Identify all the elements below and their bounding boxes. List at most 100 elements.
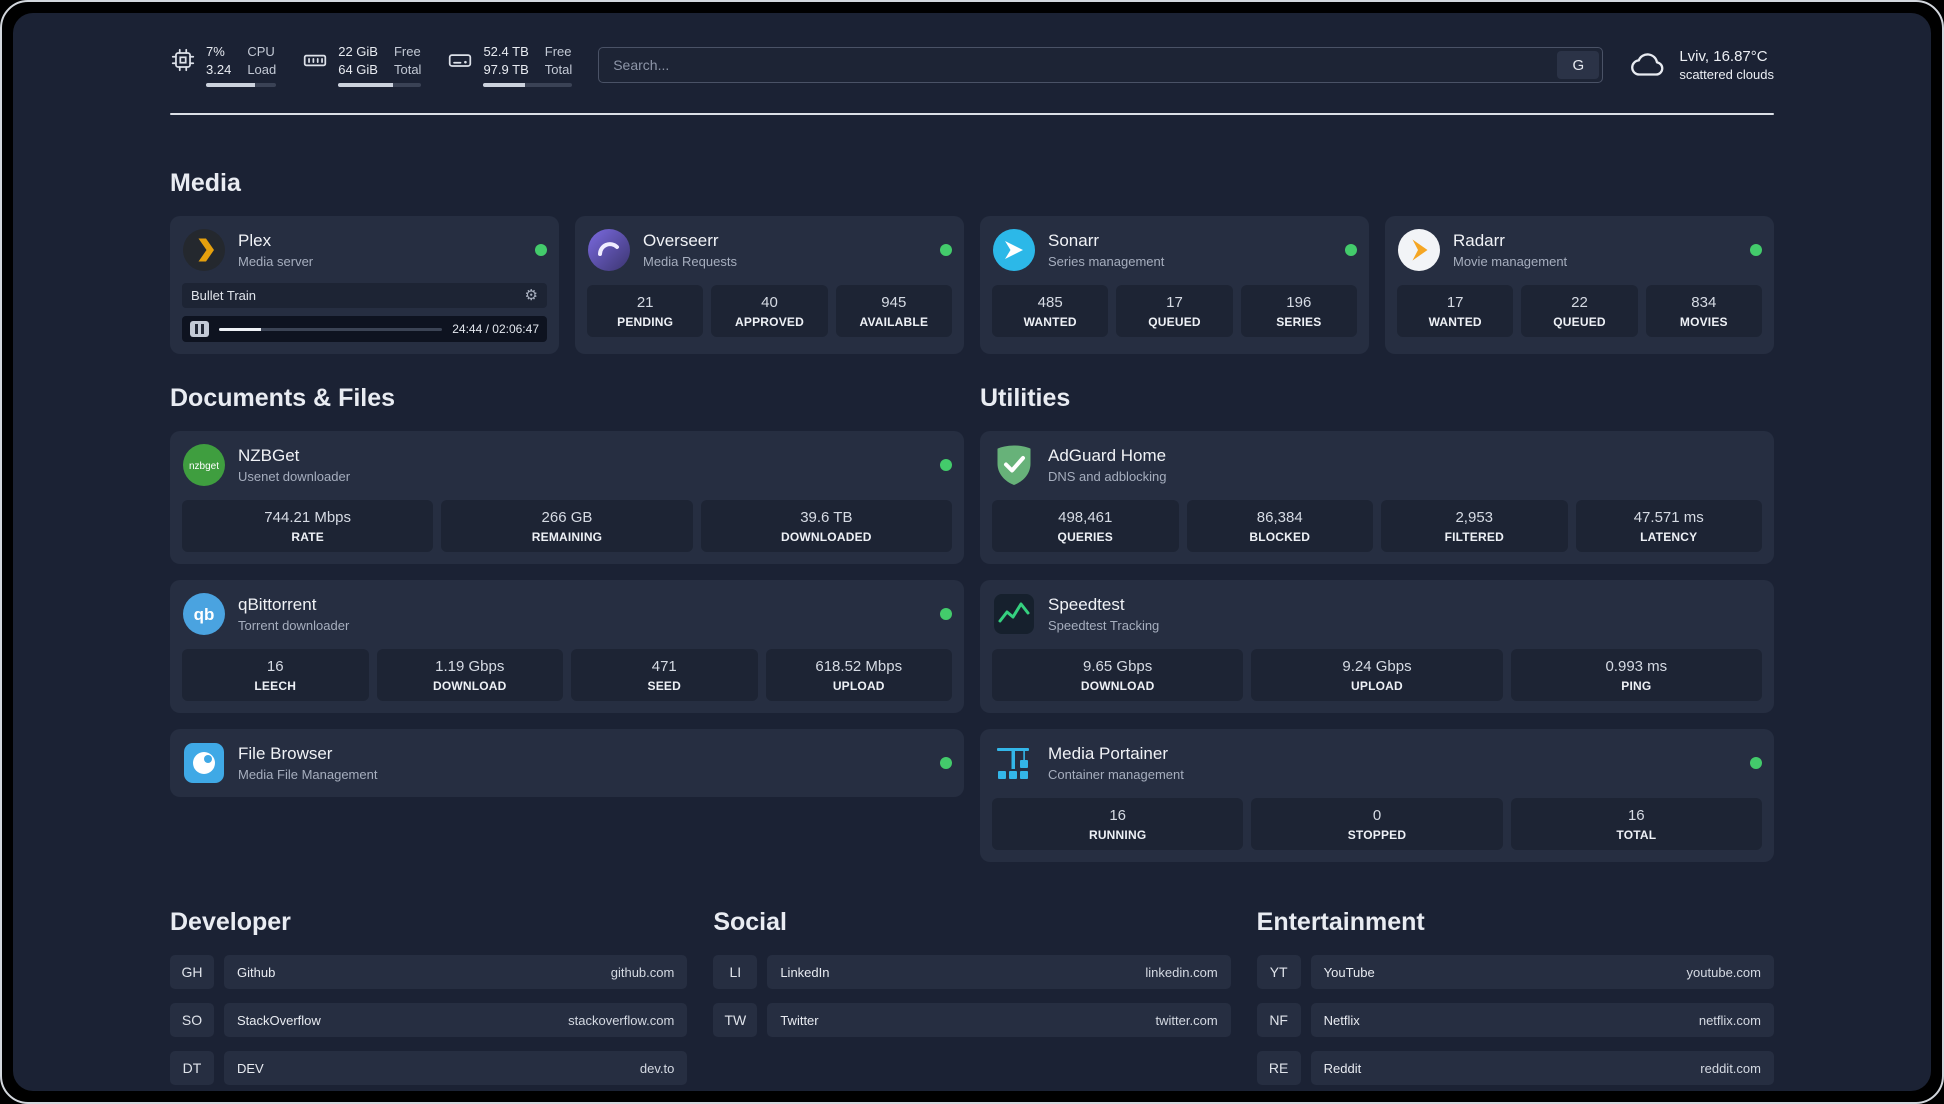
progress-track[interactable]	[219, 327, 443, 331]
stat-value: 471	[651, 658, 677, 676]
stat-value: 39.6 TB	[800, 509, 853, 527]
search-input[interactable]	[598, 47, 1604, 84]
disk-usage-bar	[483, 83, 573, 88]
link-abbr[interactable]: LI	[713, 955, 758, 990]
link-abbr[interactable]: DT	[170, 1051, 214, 1086]
app-subtitle: Movie management	[1453, 254, 1568, 270]
link-bar[interactable]: YouTube youtube.com	[1310, 955, 1774, 990]
app-card-radarr[interactable]: Radarr Movie management 17 WANTED 22 QUE…	[1385, 216, 1774, 355]
gear-icon[interactable]: ⚙	[524, 287, 538, 305]
link-bar[interactable]: DEV dev.to	[224, 1051, 688, 1086]
app-title: NZBGet	[238, 446, 300, 466]
app-card-qbittorrent[interactable]: qb qBittorrent Torrent downloader 16 LEE…	[170, 580, 964, 714]
stat-label: AVAILABLE	[859, 315, 929, 330]
stat-value: 1.19 Gbps	[435, 658, 505, 676]
weather-condition: scattered clouds	[1679, 67, 1774, 83]
link-domain: twitter.com	[1155, 1012, 1218, 1028]
stat-tile: 1.19 Gbps DOWNLOAD	[376, 649, 563, 702]
status-dot	[1345, 244, 1357, 257]
link-name: Reddit	[1323, 1060, 1362, 1076]
link-row-reddit[interactable]: RE Reddit reddit.com	[1256, 1051, 1774, 1086]
link-abbr[interactable]: YT	[1256, 955, 1301, 990]
app-title: Plex	[238, 231, 272, 251]
link-abbr[interactable]: SO	[170, 1003, 214, 1038]
app-card-nzbget[interactable]: nzbget NZBGet Usenet downloader 744.21 M…	[170, 431, 964, 565]
nzbget-icon: nzbget	[182, 443, 226, 487]
stat-tile: 21 PENDING	[587, 285, 704, 338]
stat-value: 17	[1446, 294, 1464, 312]
section-heading-media: Media	[170, 169, 241, 198]
app-card-overseerr[interactable]: Overseerr Media Requests 21 PENDING 40 A…	[575, 216, 964, 355]
disk-free-label: Free	[544, 44, 572, 59]
app-title: Media Portainer	[1048, 744, 1169, 764]
adguard-icon	[992, 443, 1036, 487]
link-row-youtube[interactable]: YT YouTube youtube.com	[1256, 955, 1774, 990]
link-row-stackoverflow[interactable]: SO StackOverflow stackoverflow.com	[170, 1003, 688, 1038]
stat-label: RUNNING	[1088, 828, 1147, 843]
stat-label: TOTAL	[1616, 828, 1657, 843]
link-abbr[interactable]: NF	[1256, 1003, 1301, 1038]
stat-label: DOWNLOAD	[1080, 679, 1155, 694]
stat-tile: 471 SEED	[571, 649, 758, 702]
pause-button[interactable]	[190, 321, 209, 338]
app-card-plex[interactable]: Plex Media server Bullet Train ⚙ 24:44 /…	[170, 216, 559, 355]
app-card-adguard[interactable]: AdGuard Home DNS and adblocking 498,461 …	[980, 431, 1774, 565]
search: G	[598, 47, 1604, 84]
link-row-github[interactable]: GH Github github.com	[170, 955, 688, 990]
stat-tile: 266 GB REMAINING	[441, 500, 693, 553]
stat-value: 9.24 Gbps	[1342, 658, 1412, 676]
cpu-usage-bar	[206, 83, 277, 88]
stat-tile: 17 WANTED	[1397, 285, 1514, 338]
stat-tile: 39.6 TB DOWNLOADED	[700, 500, 952, 553]
link-abbr[interactable]: GH	[170, 955, 214, 990]
stat-label: UPLOAD	[1351, 679, 1403, 694]
link-bar[interactable]: Twitter twitter.com	[767, 1003, 1231, 1038]
app-card-portainer[interactable]: Media Portainer Container management 16 …	[980, 729, 1774, 863]
entertainment-links: Entertainment YT YouTube youtube.com NF …	[1256, 908, 1774, 1091]
link-row-linkedin[interactable]: LI LinkedIn linkedin.com	[713, 955, 1231, 990]
link-abbr[interactable]: RE	[1256, 1051, 1301, 1086]
stat-value: 945	[881, 294, 907, 312]
weather-widget: Lviv, 16.87°C scattered clouds	[1629, 48, 1774, 82]
stat-label: LATENCY	[1640, 530, 1698, 545]
link-row-twitter[interactable]: TW Twitter twitter.com	[713, 1003, 1231, 1038]
stat-value: 498,461	[1058, 509, 1113, 527]
cpu-load-value: 3.24	[206, 61, 232, 77]
link-abbr[interactable]: TW	[713, 1003, 758, 1038]
ram-free-label: Free	[393, 44, 421, 59]
app-card-sonarr[interactable]: Sonarr Series management 485 WANTED 17 Q…	[980, 216, 1369, 355]
stat-value: 47.571 ms	[1633, 509, 1704, 527]
link-domain: reddit.com	[1700, 1060, 1761, 1076]
stat-value: 618.52 Mbps	[815, 658, 903, 676]
link-row-dev[interactable]: DT DEV dev.to	[170, 1051, 688, 1086]
app-title: Speedtest	[1048, 595, 1125, 615]
section-heading-social: Social	[713, 908, 787, 937]
stat-tile: 40 APPROVED	[711, 285, 828, 338]
link-row-netflix[interactable]: NF Netflix netflix.com	[1256, 1003, 1774, 1038]
link-name: StackOverflow	[237, 1012, 321, 1028]
stat-value: 16	[1627, 807, 1645, 825]
status-dot	[535, 244, 547, 257]
stat-tile: 9.24 Gbps UPLOAD	[1251, 649, 1503, 702]
cloud-icon	[1631, 53, 1664, 76]
link-bar[interactable]: Github github.com	[224, 955, 688, 990]
link-bar[interactable]: LinkedIn linkedin.com	[767, 955, 1231, 990]
cpu-icon	[171, 48, 195, 72]
disk-total-label: Total	[544, 61, 573, 77]
app-card-filebrowser[interactable]: File Browser Media File Management	[170, 729, 964, 798]
app-subtitle: Series management	[1048, 254, 1165, 270]
links-section: Developer GH Github github.com SO StackO…	[170, 908, 1774, 1091]
app-card-speedtest[interactable]: Speedtest Speedtest Tracking 9.65 Gbps D…	[980, 580, 1774, 714]
section-heading-documents: Documents & Files	[170, 384, 396, 413]
link-bar[interactable]: StackOverflow stackoverflow.com	[224, 1003, 688, 1038]
app-title: File Browser	[238, 744, 333, 764]
overseerr-icon	[587, 228, 631, 272]
stat-label: STOPPED	[1347, 828, 1407, 843]
search-engine-button[interactable]: G	[1557, 51, 1600, 80]
plex-icon	[182, 228, 226, 272]
link-bar[interactable]: Netflix netflix.com	[1310, 1003, 1774, 1038]
link-bar[interactable]: Reddit reddit.com	[1310, 1051, 1774, 1086]
app-subtitle: Torrent downloader	[238, 618, 350, 634]
stat-value: 16	[266, 658, 284, 676]
stat-tile: 945 AVAILABLE	[835, 285, 952, 338]
